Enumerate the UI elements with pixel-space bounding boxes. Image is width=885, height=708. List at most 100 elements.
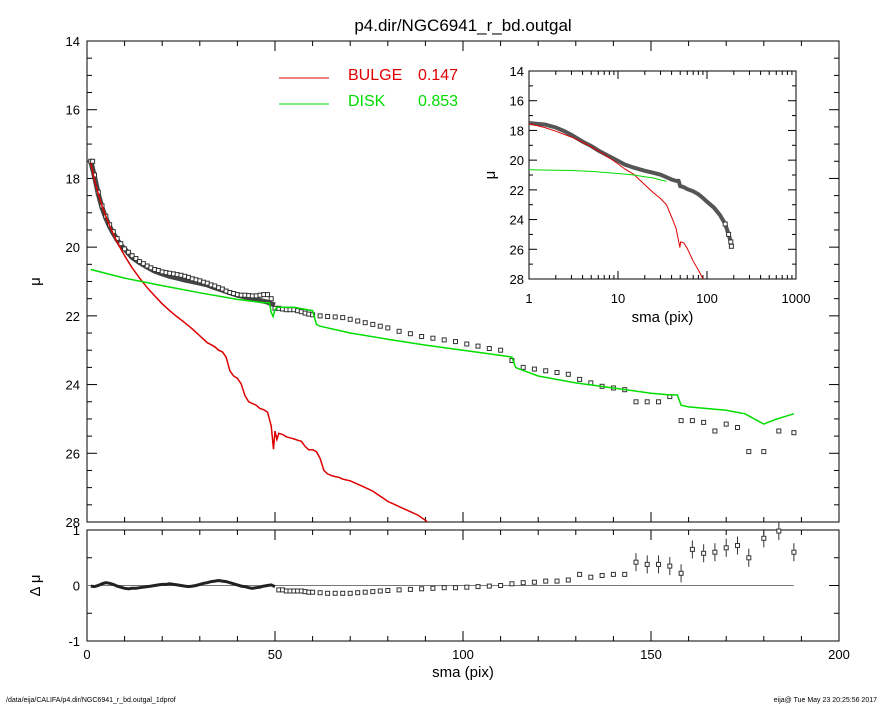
x-tick-label: 150 [640,647,662,662]
main-disk-line [90,268,795,425]
main-data-point [430,335,436,341]
main-data-point [90,158,96,164]
inset-data-point [726,231,732,237]
x-tick-label: 0 [83,647,90,662]
inset-y-tick-label: 14 [510,64,524,79]
main-data-point [265,292,270,298]
inset-y-tick-label: 18 [510,123,524,138]
residual-dense-line [90,578,276,591]
residual-point [599,573,605,578]
inset-data-point [728,239,734,245]
main-data-point [633,399,639,405]
main-data-point [712,428,718,434]
residual-point [340,590,346,596]
residual-point [622,571,628,577]
inset-y-tick-label: 20 [510,153,524,168]
main-data-point [268,296,274,302]
inset-disk-line [529,169,667,182]
main-data-point [520,364,526,370]
x-axis-label: sma (pix) [432,664,494,681]
inset-y-axis-label: μ [482,171,499,180]
inset-y-tick-label: 16 [510,94,524,109]
main-y-tick-label: 20 [66,240,80,255]
main-data-point [791,430,797,436]
residual-point [453,585,458,591]
inset-y-tick-label: 22 [510,183,524,198]
inset-x-axis-label: sma (pix) [632,309,694,326]
main-data-point [498,347,504,353]
residual-y-axis-label: Δ μ [27,574,44,596]
main-data-point [396,328,402,334]
residual-point [396,587,402,593]
residual-y-tick-label: -1 [68,634,80,649]
residual-point [735,543,740,548]
main-data-point [761,449,767,455]
residual-point [701,550,707,556]
main-data-point [577,376,583,382]
inset-x-tick-label: 100 [696,291,718,306]
residual-point [355,590,361,596]
main-data-point [453,339,458,345]
residual-point [464,584,470,590]
main-data-point [355,318,361,324]
residual-point [746,555,752,561]
residual-point [475,584,481,590]
main-y-axis-label: μ [27,277,44,286]
main-data-point [377,323,383,329]
main-data-point [543,368,549,374]
main-bulge-line [90,162,429,522]
residual-point [310,589,316,595]
residual-point [370,589,376,595]
main-data-point [554,370,560,375]
main-data-point [464,341,470,347]
main-data-point [407,331,413,337]
residual-point [531,579,537,585]
main-y-tick-label: 14 [66,34,80,49]
legend-label-bulge: BULGE [348,67,402,84]
residual-point [644,561,650,567]
inset-data-point [728,243,734,249]
main-y-tick-label: 22 [66,309,80,324]
main-data-point [385,325,391,331]
main-data-point [776,428,782,434]
residual-point [565,577,571,583]
main-y-tick-label: 16 [66,103,80,118]
inset-bulge-line [529,123,704,279]
main-data-point [125,249,131,255]
residual-point [441,585,447,591]
residual-point [577,571,583,577]
main-data-point [362,320,368,326]
residual-point [554,578,560,584]
main-data-point [129,253,135,259]
x-tick-label: 50 [268,647,282,662]
residual-point [689,546,695,552]
residual-point [633,559,639,565]
main-data-point [347,316,353,322]
inset-y-tick-label: 24 [510,213,524,228]
main-data-point [656,399,661,405]
inset-y-tick-label: 28 [510,272,524,287]
residual-point [723,545,729,551]
main-data-point [325,314,331,319]
residual-point [712,549,718,555]
inset-panel: 14 16 18 20 22 24 26 281 10 100 1000 μ sma (pix) [482,64,810,326]
main-data-point [317,313,323,319]
residual-point [498,583,504,588]
main-data-point [370,321,376,327]
legend-value-disk: 0.853 [418,93,458,110]
main-data-point [689,418,695,424]
main-data-point [122,246,128,252]
residual-point [761,535,767,541]
legend-label-disk: DISK [348,93,386,110]
inset-x-tick-label: 10 [611,291,625,306]
x-tick-label: 200 [828,647,850,662]
residual-point [656,561,661,567]
residual-point [347,590,353,596]
inset-y-tick-label: 26 [510,242,524,257]
main-data-point [723,421,729,427]
residual-point [610,571,616,577]
main-data-point [475,343,481,349]
residual-point [486,583,492,589]
